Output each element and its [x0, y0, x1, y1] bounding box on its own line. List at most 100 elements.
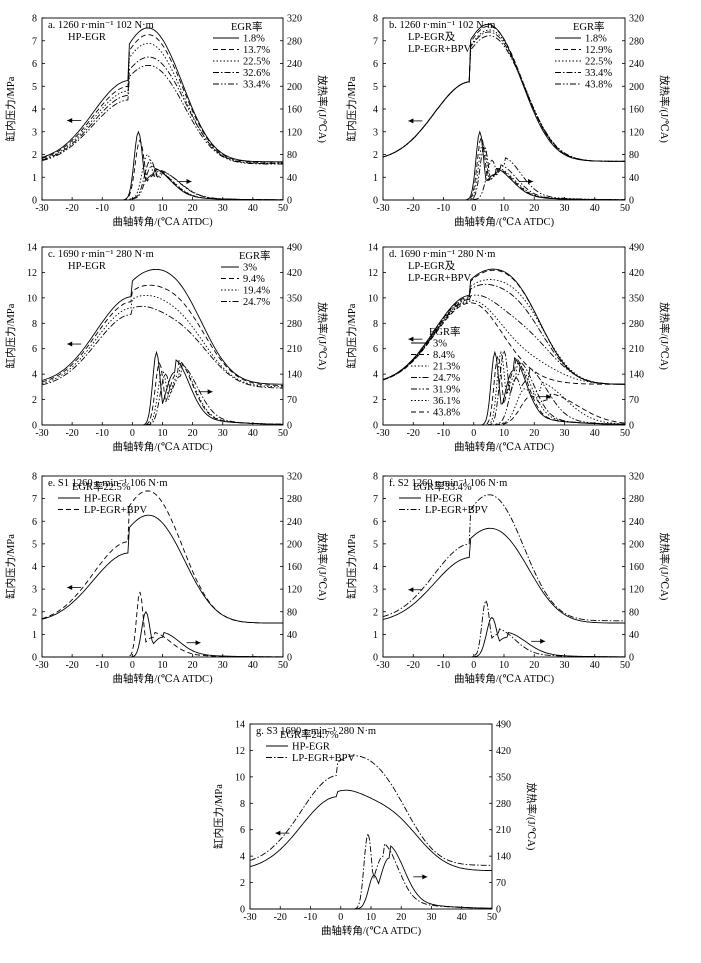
y2-tick-label: 280 [496, 799, 511, 810]
heat-release-line-series-0 [383, 130, 625, 201]
series-lines [41, 27, 283, 201]
y-tick-label: 2 [373, 607, 378, 618]
heat-release-line-series-0 [42, 350, 283, 426]
legend-entry-label: LP-EGR+BPV [425, 505, 489, 516]
y2-axis-label: 放热率/(J/℃A) [658, 75, 671, 143]
y-tick-label: 3 [32, 127, 37, 138]
y-tick-label: 2 [32, 607, 37, 618]
legend: EGR率3%9.4%19.4%24.7% [221, 249, 271, 308]
right-axis-arrowhead [195, 640, 201, 646]
legend-entry-label: 22.5% [243, 57, 270, 68]
left-axis-arrowhead [67, 118, 73, 124]
legend-entry-label: 24.7% [433, 373, 460, 384]
x-tick-label: -10 [437, 428, 450, 439]
x-tick-label: 40 [457, 912, 467, 923]
y2-tick-label: 160 [287, 562, 302, 573]
y-tick-label: 5 [373, 82, 378, 93]
pressure-line-series-2 [382, 29, 625, 162]
legend-entry-label: 8.4% [433, 350, 455, 361]
x-tick-label: 0 [130, 660, 135, 671]
pressure-line-series-2 [41, 42, 283, 164]
y-tick-label: 7 [32, 36, 37, 47]
left-axis-arrowhead [67, 584, 73, 590]
pressure-line-series-3 [41, 305, 283, 389]
y-tick-label: 2 [373, 395, 378, 406]
y-tick-label: 8 [373, 472, 378, 483]
x-tick-label: 20 [188, 428, 198, 439]
x-tick-label: 50 [278, 660, 288, 671]
x-tick-label: 40 [590, 660, 600, 671]
right-axis-arrowhead [528, 179, 534, 185]
heat-release-line-series-6 [383, 392, 626, 426]
y-axis-label: 缸内压力/MPa [4, 76, 17, 141]
x-tick-label: 10 [366, 912, 376, 923]
x-tick-label: 30 [560, 428, 570, 439]
y-tick-label: 1 [32, 630, 37, 641]
legend-title: EGR率33.4% [413, 480, 472, 493]
pressure-line-series-1 [382, 494, 625, 622]
legend-title: EGR率 [429, 325, 461, 338]
y2-tick-label: 70 [629, 395, 639, 406]
y2-tick-label: 280 [287, 319, 302, 330]
y-tick-label: 0 [32, 421, 37, 432]
y2-tick-label: 40 [287, 173, 297, 184]
panel-title: c. 1690 r·min⁻¹ 280 N·m [48, 249, 154, 260]
y2-tick-label: 0 [629, 196, 634, 207]
y-tick-label: 6 [32, 517, 37, 528]
y2-tick-label: 210 [496, 825, 511, 836]
y2-tick-label: 420 [629, 268, 644, 279]
y-tick-label: 6 [373, 344, 378, 355]
y2-axis-label: 放热率/(J/℃A) [525, 783, 538, 851]
x-axis-label: 曲轴转角/(℃A ATDC) [112, 440, 213, 453]
panel-title: b. 1260 r·min⁻¹ 102 N·m [389, 20, 495, 31]
x-tick-label: 50 [278, 203, 288, 214]
heat-release-line-series-4 [383, 157, 625, 201]
y-tick-label: 6 [32, 344, 37, 355]
pressure-line-series-1 [41, 490, 283, 624]
legend-entry-label: 43.8% [585, 80, 612, 91]
chart-panel-b: -30 -20 -10 0 10 20 30 40 5001234567804080120160… [345, 14, 671, 229]
legend-entry-label: 43.8% [433, 408, 460, 419]
legend-title: EGR率 [239, 249, 271, 262]
pressure-line-series-1 [41, 34, 283, 163]
legend: EGR率3%8.4%21.3%24.7%31.9%36.1%43.8% [411, 325, 461, 419]
x-tick-label: 30 [560, 660, 570, 671]
y2-tick-label: 70 [287, 395, 297, 406]
series-lines [41, 490, 283, 658]
x-tick-label: 0 [130, 203, 135, 214]
y2-tick-label: 280 [629, 319, 644, 330]
y2-tick-label: 280 [287, 36, 302, 47]
y-tick-label: 1 [373, 630, 378, 641]
y2-tick-label: 0 [629, 421, 634, 432]
right-axis-arrowhead [207, 389, 213, 395]
y-tick-label: 4 [32, 105, 37, 116]
legend-entry-label: LP-EGR+BPV [84, 505, 148, 516]
y-tick-label: 5 [32, 539, 37, 550]
y-axis-label: 缸内压力/MPa [212, 784, 225, 849]
panel-title: a. 1260 r·min⁻¹ 102 N·m [48, 20, 154, 31]
x-tick-label: 20 [188, 203, 198, 214]
y-tick-label: 0 [373, 653, 378, 664]
y2-tick-label: 160 [629, 562, 644, 573]
x-tick-label: -10 [304, 912, 317, 923]
x-tick-label: 10 [158, 428, 168, 439]
legend-entry-label: 3% [243, 263, 257, 274]
x-axis-label: 曲轴转角/(℃A ATDC) [112, 672, 213, 685]
y-tick-label: 12 [235, 746, 245, 757]
y-tick-label: 10 [27, 293, 37, 304]
x-tick-label: 50 [487, 912, 497, 923]
x-tick-label: -20 [407, 203, 420, 214]
y2-tick-label: 240 [287, 517, 302, 528]
y-tick-label: 1 [373, 173, 378, 184]
x-tick-label: -20 [65, 203, 78, 214]
y2-tick-label: 40 [629, 630, 639, 641]
legend-entry-label: HP-EGR [84, 494, 122, 505]
x-tick-label: 20 [529, 660, 539, 671]
y-axis-label: 缸内压力/MPa [4, 303, 17, 368]
y-tick-label: 6 [240, 825, 245, 836]
pressure-line-series-4 [382, 35, 625, 162]
x-tick-label: 0 [471, 428, 476, 439]
y2-tick-label: 350 [287, 293, 302, 304]
x-tick-label: 20 [529, 428, 539, 439]
